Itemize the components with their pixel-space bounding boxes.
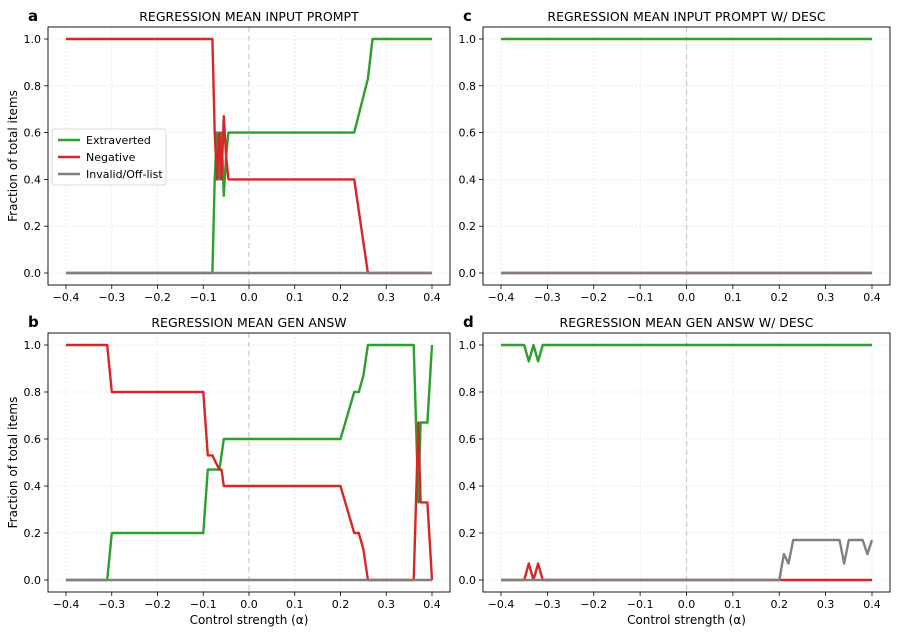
x-tick-label: 0.3: [378, 598, 396, 611]
panel-a: −0.4 −0.3 −0.2 −0.1 0.0 0.1 0.2 0.3 0.4 0.0 0.2 0.4…: [6, 7, 451, 304]
y-tick-label: 0.2: [24, 527, 42, 540]
y-tick-label: 0.0: [24, 574, 42, 587]
y-tick-label: 0.6: [24, 433, 42, 446]
x-tick-label: 0.4: [423, 598, 441, 611]
y-tick-label: 1.0: [459, 33, 477, 46]
y-tick-label: 0.0: [24, 267, 42, 280]
series-line-invalid-off-list: [501, 538, 874, 582]
panel-c: −0.4 −0.3 −0.2 −0.1 0.0 0.1 0.2 0.3 0.4 0.0 0.2 0.4…: [459, 7, 891, 304]
panel-letter: b: [28, 313, 39, 331]
x-tick-label: −0.3: [98, 291, 125, 304]
x-tick-label: 0.1: [286, 291, 304, 304]
x-tick-label: −0.3: [98, 598, 125, 611]
series-line-extraverted: [501, 343, 872, 363]
legend-label: Extraverted: [86, 134, 151, 147]
legend-label: Negative: [86, 151, 136, 164]
y-tick-label: 0.4: [24, 173, 42, 186]
x-tick-label: 0.1: [724, 598, 742, 611]
y-tick-label: 0.4: [459, 173, 477, 186]
x-tick-label: 0.2: [332, 291, 350, 304]
x-tick-label: −0.1: [627, 598, 654, 611]
x-tick-label: 0.2: [332, 598, 350, 611]
y-tick-label: 0.0: [459, 267, 477, 280]
y-tick-label: 0.8: [459, 80, 477, 93]
x-axis-label: Control strength (α): [190, 613, 309, 627]
x-tick-label: 0.0: [240, 291, 258, 304]
panel-letter: a: [28, 7, 38, 25]
x-tick-label: −0.1: [190, 291, 217, 304]
legend-box: [51, 128, 167, 186]
y-tick-label: 0.6: [459, 127, 477, 140]
legend: Extraverted Negative Invalid/Off-list: [51, 128, 167, 186]
x-tick-label: 0.2: [771, 598, 789, 611]
y-tick-label: 0.6: [24, 127, 42, 140]
x-tick-label: 0.1: [286, 598, 304, 611]
x-tick-label: 0.0: [240, 598, 258, 611]
x-tick-label: −0.2: [144, 598, 171, 611]
series-line-extraverted: [66, 343, 434, 582]
x-tick-label: 0.4: [863, 598, 881, 611]
x-tick-label: 0.3: [817, 598, 835, 611]
x-tick-label: −0.4: [488, 598, 515, 611]
y-tick-label: 0.8: [24, 80, 42, 93]
x-tick-label: 0.1: [724, 291, 742, 304]
panel-title: REGRESSION MEAN INPUT PROMPT: [139, 9, 359, 24]
legend-label: Invalid/Off-list: [86, 168, 163, 181]
x-tick-label: −0.4: [53, 291, 80, 304]
x-tick-label: 0.3: [817, 291, 835, 304]
y-tick-label: 1.0: [459, 339, 477, 352]
y-tick-label: 0.2: [459, 527, 477, 540]
x-tick-label: −0.4: [53, 598, 80, 611]
y-axis-label: Fraction of total items: [6, 397, 20, 529]
y-tick-label: 0.8: [24, 386, 42, 399]
series-line-negative: [66, 343, 434, 582]
x-tick-label: −0.2: [580, 598, 607, 611]
y-tick-label: 0.2: [24, 220, 42, 233]
series-line-extraverted: [66, 37, 432, 275]
panel-title: REGRESSION MEAN GEN ANSW: [151, 315, 346, 330]
panel-title: REGRESSION MEAN INPUT PROMPT W/ DESC: [547, 9, 825, 24]
x-tick-label: −0.4: [488, 291, 515, 304]
x-tick-label: −0.1: [627, 291, 654, 304]
x-tick-label: 0.3: [378, 291, 396, 304]
x-tick-label: 0.0: [678, 291, 696, 304]
y-tick-label: 0.4: [24, 480, 42, 493]
y-tick-label: 1.0: [24, 33, 42, 46]
y-tick-label: 0.4: [459, 480, 477, 493]
x-tick-label: 0.0: [678, 598, 696, 611]
x-axis-label: Control strength (α): [627, 613, 746, 627]
x-tick-label: −0.3: [534, 598, 561, 611]
x-tick-label: 0.4: [423, 291, 441, 304]
x-tick-label: −0.2: [580, 291, 607, 304]
panel-d: −0.4 −0.3 −0.2 −0.1 0.0 0.1 0.2 0.3 0.4 0.0 0.2 0.4…: [459, 313, 891, 627]
panel-b: −0.4 −0.3 −0.2 −0.1 0.0 0.1 0.2 0.3 0.4 0.0 0.2 0.4…: [6, 313, 451, 627]
y-axis-label: Fraction of total items: [6, 90, 20, 222]
y-tick-label: 0.2: [459, 220, 477, 233]
x-tick-label: −0.2: [144, 291, 171, 304]
y-tick-label: 0.6: [459, 433, 477, 446]
panel-letter: d: [463, 313, 474, 331]
series-line-negative: [66, 37, 432, 275]
panel-title: REGRESSION MEAN GEN ANSW W/ DESC: [560, 315, 814, 330]
y-tick-label: 1.0: [24, 339, 42, 352]
x-tick-label: 0.2: [771, 291, 789, 304]
x-tick-label: −0.3: [534, 291, 561, 304]
x-tick-label: −0.1: [190, 598, 217, 611]
x-tick-label: 0.4: [863, 291, 881, 304]
y-tick-label: 0.8: [459, 386, 477, 399]
panel-letter: c: [463, 7, 472, 25]
y-tick-label: 0.0: [459, 574, 477, 587]
